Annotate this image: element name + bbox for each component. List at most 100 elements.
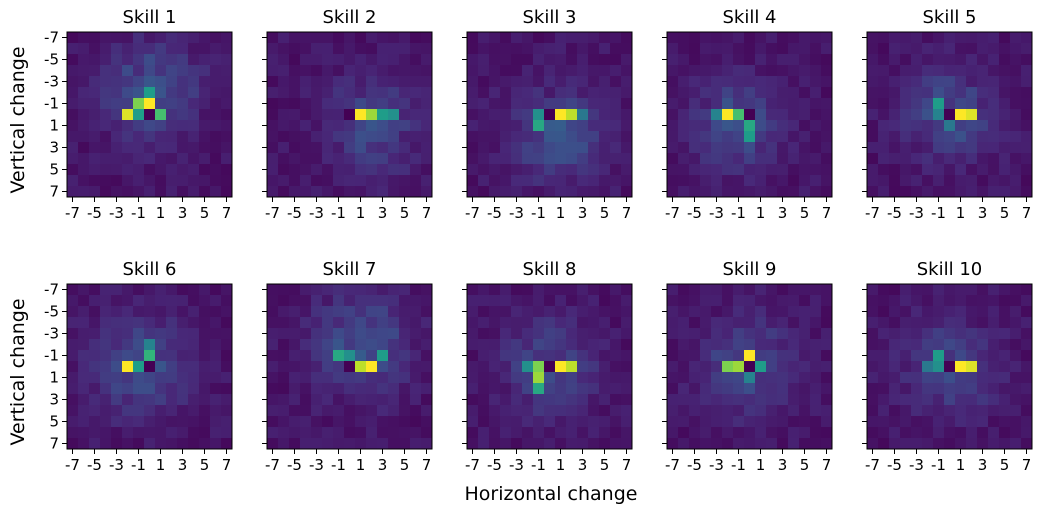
heatmap-cell bbox=[111, 284, 123, 296]
heatmap-cell bbox=[544, 65, 556, 77]
heatmap-cell bbox=[588, 372, 600, 384]
heatmap-cell bbox=[777, 350, 789, 362]
heatmap-cell bbox=[500, 350, 512, 362]
heatmap-cell bbox=[177, 416, 189, 428]
heatmap-cell bbox=[722, 317, 734, 329]
heatmap-cell bbox=[777, 372, 789, 384]
heatmap-cell bbox=[889, 372, 901, 384]
heatmap-cell bbox=[344, 339, 356, 351]
heatmap-cell bbox=[133, 32, 145, 44]
heatmap-cell bbox=[410, 65, 422, 77]
heatmap-cell bbox=[311, 109, 323, 121]
panel-frame bbox=[66, 283, 233, 450]
heatmap-cell bbox=[911, 87, 923, 99]
heatmap-cell bbox=[399, 54, 411, 66]
heatmap-cell bbox=[1010, 328, 1022, 340]
heatmap-cell bbox=[700, 120, 712, 132]
heatmap-cell bbox=[889, 383, 901, 395]
heatmap-cell bbox=[377, 32, 389, 44]
heatmap-cell bbox=[210, 416, 222, 428]
heatmap-cell bbox=[177, 339, 189, 351]
heatmap-cell bbox=[221, 306, 233, 318]
heatmap-cell bbox=[867, 361, 879, 373]
heatmap-cell bbox=[322, 427, 334, 439]
heatmap-cell bbox=[788, 43, 800, 55]
heatmap-cell bbox=[867, 54, 879, 66]
heatmap-cell bbox=[399, 339, 411, 351]
heatmap-cell bbox=[322, 142, 334, 154]
heatmap-cell bbox=[777, 328, 789, 340]
heatmap-cell bbox=[177, 405, 189, 417]
heatmap-cell bbox=[999, 131, 1011, 143]
heatmap-cell bbox=[489, 54, 501, 66]
heatmap-cell bbox=[599, 87, 611, 99]
heatmap-cell bbox=[522, 186, 534, 198]
x-tick-label: -3 bbox=[709, 204, 724, 222]
heatmap-cell bbox=[711, 416, 723, 428]
heatmap-cell bbox=[1021, 383, 1033, 395]
heatmap-cell bbox=[1010, 306, 1022, 318]
heatmap-cell bbox=[410, 87, 422, 99]
heatmap-cell bbox=[366, 372, 378, 384]
heatmap-cell bbox=[577, 306, 589, 318]
heatmap-cell bbox=[900, 87, 912, 99]
heatmap-cell bbox=[399, 175, 411, 187]
heatmap-cell bbox=[221, 142, 233, 154]
heatmap-cell bbox=[388, 142, 400, 154]
heatmap-cell bbox=[588, 394, 600, 406]
heatmap-cell bbox=[478, 350, 490, 362]
heatmap-cell bbox=[810, 427, 822, 439]
heatmap-cell bbox=[1010, 142, 1022, 154]
heatmap-cell bbox=[522, 131, 534, 143]
heatmap-cell bbox=[155, 361, 167, 373]
heatmap-cell bbox=[333, 317, 345, 329]
heatmap-cell bbox=[289, 427, 301, 439]
heatmap-cell bbox=[421, 427, 433, 439]
heatmap-cell bbox=[878, 427, 890, 439]
heatmap-cell bbox=[889, 120, 901, 132]
heatmap-cell bbox=[599, 372, 611, 384]
heatmap-cell bbox=[399, 372, 411, 384]
heatmap-cell bbox=[621, 361, 633, 373]
heatmap-cell bbox=[89, 164, 101, 176]
heatmap-cell bbox=[799, 153, 811, 165]
heatmap-cell bbox=[678, 361, 690, 373]
heatmap-cell bbox=[300, 339, 312, 351]
heatmap-cell bbox=[599, 98, 611, 110]
heatmap-cell bbox=[821, 394, 833, 406]
heatmap-cell bbox=[911, 120, 923, 132]
heatmap-cell bbox=[810, 383, 822, 395]
heatmap-cell bbox=[100, 131, 112, 143]
x-tick-label: 7 bbox=[822, 204, 832, 222]
heatmap-cell bbox=[199, 394, 211, 406]
heatmap-cell bbox=[522, 328, 534, 340]
heatmap-cell bbox=[922, 284, 934, 296]
heatmap-cell bbox=[89, 175, 101, 187]
heatmap-cell bbox=[933, 142, 945, 154]
heatmap-cell bbox=[67, 372, 79, 384]
heatmap-cell bbox=[144, 339, 156, 351]
heatmap-cell bbox=[566, 142, 578, 154]
heatmap-cell bbox=[544, 405, 556, 417]
heatmap-cell bbox=[366, 87, 378, 99]
heatmap-cell bbox=[355, 339, 367, 351]
heatmap-cell bbox=[489, 43, 501, 55]
heatmap-cell bbox=[610, 175, 622, 187]
heatmap-cell bbox=[133, 306, 145, 318]
heatmap-cell bbox=[722, 175, 734, 187]
heatmap-cell bbox=[166, 87, 178, 99]
heatmap-cell bbox=[511, 427, 523, 439]
heatmap-cell bbox=[355, 186, 367, 198]
heatmap-cell bbox=[977, 416, 989, 428]
heatmap-cell bbox=[533, 153, 545, 165]
heatmap-cell bbox=[755, 76, 767, 88]
heatmap-cell bbox=[467, 383, 479, 395]
heatmap-cell bbox=[300, 416, 312, 428]
heatmap-cell bbox=[133, 416, 145, 428]
heatmap-cell bbox=[467, 405, 479, 417]
heatmap-cell bbox=[267, 142, 279, 154]
heatmap-cell bbox=[544, 317, 556, 329]
heatmap-cell bbox=[410, 372, 422, 384]
heatmap-cell bbox=[588, 405, 600, 417]
heatmap-cell bbox=[344, 109, 356, 121]
